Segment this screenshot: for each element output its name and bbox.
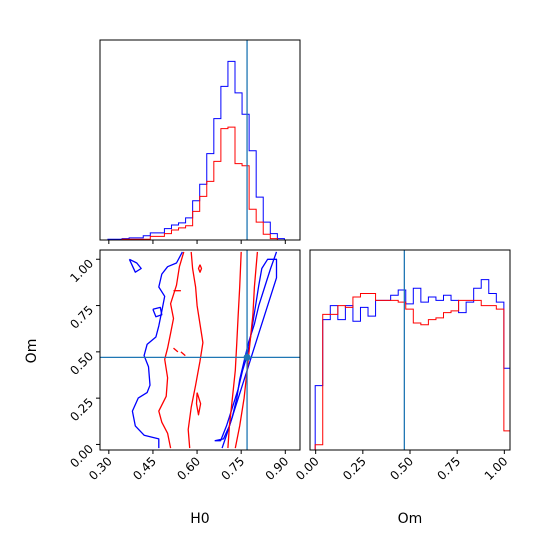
x-axis-label-om: Om xyxy=(398,511,423,527)
x-tick-label: 0.75 xyxy=(219,454,248,483)
x-tick-label: 0.00 xyxy=(293,454,322,483)
contour-line xyxy=(128,258,142,273)
histogram-series xyxy=(107,126,292,240)
x-tick-label: 0.25 xyxy=(340,454,369,483)
contour-line xyxy=(195,392,202,416)
h0-om-contour-panel: 0.30 0.45 0.60 0.75 0.900.000.250.500.751.00 xyxy=(67,249,301,483)
contour-line xyxy=(152,306,163,318)
contour-line xyxy=(197,264,203,273)
x-tick-label: 0.60 xyxy=(174,454,203,483)
y-tick-label: 0.50 xyxy=(67,349,96,378)
contour-line xyxy=(173,347,179,353)
contour-line xyxy=(131,251,183,449)
x-tick-label: 1.00 xyxy=(482,454,511,483)
y-tick-label: 0.75 xyxy=(67,303,96,332)
x-axis-label-h0: H0 xyxy=(190,511,209,527)
y-tick-label: 0.25 xyxy=(67,395,96,424)
x-tick-label: 0.45 xyxy=(130,454,159,483)
contour-line xyxy=(227,251,242,449)
om-histogram-panel: 0.00 0.25 0.50 0.75 1.00 xyxy=(293,249,511,483)
contour-line xyxy=(187,251,204,449)
histogram-series xyxy=(107,60,292,240)
panel-frame xyxy=(99,39,301,241)
panel-frame xyxy=(99,249,301,451)
y-tick-label: 1.00 xyxy=(67,256,96,285)
x-tick-label: 0.75 xyxy=(434,454,463,483)
histogram-series xyxy=(314,292,510,450)
x-tick-label: 0.50 xyxy=(387,454,416,483)
y-axis-label-om: Om xyxy=(24,339,40,364)
panel-frame xyxy=(309,249,511,451)
truth-point xyxy=(243,353,251,361)
histogram-series xyxy=(314,279,510,450)
x-tick-label: 0.90 xyxy=(263,454,292,483)
x-tick-label: 0.30 xyxy=(86,454,115,483)
contour-line xyxy=(180,351,186,357)
contour-line xyxy=(158,251,185,449)
h0-histogram-panel xyxy=(99,39,301,244)
contour-line xyxy=(214,258,278,442)
